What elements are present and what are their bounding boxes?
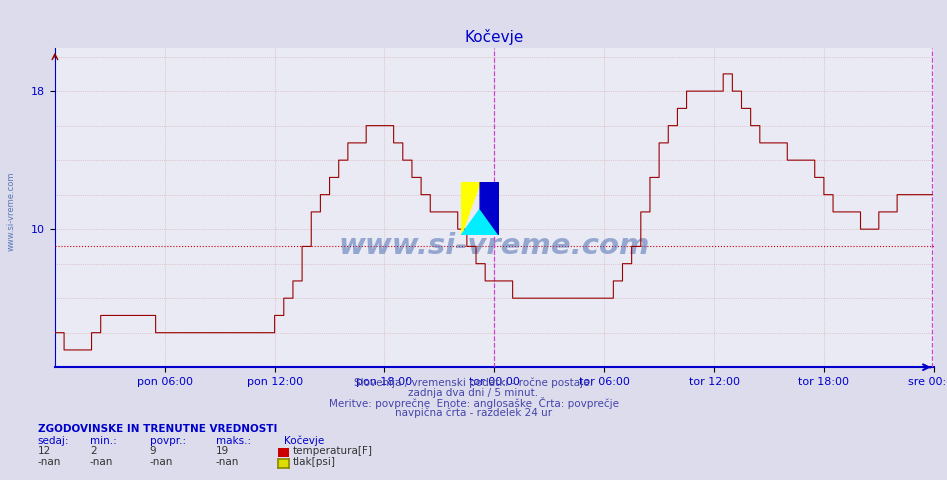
Text: navpična črta - razdelek 24 ur: navpična črta - razdelek 24 ur xyxy=(395,408,552,418)
Text: 2: 2 xyxy=(90,446,97,456)
Text: Kočevje: Kočevje xyxy=(284,435,325,445)
Text: -nan: -nan xyxy=(150,456,173,467)
Text: -nan: -nan xyxy=(90,456,114,467)
Text: 12: 12 xyxy=(38,446,51,456)
Text: min.:: min.: xyxy=(90,435,116,445)
Text: www.si-vreme.com: www.si-vreme.com xyxy=(339,232,650,260)
Text: zadnja dva dni / 5 minut.: zadnja dva dni / 5 minut. xyxy=(408,388,539,398)
Polygon shape xyxy=(461,182,480,235)
Text: 19: 19 xyxy=(216,446,229,456)
Text: 9: 9 xyxy=(150,446,156,456)
Text: maks.:: maks.: xyxy=(216,435,251,445)
Text: povpr.:: povpr.: xyxy=(150,435,186,445)
Text: temperatura[F]: temperatura[F] xyxy=(293,446,372,456)
Text: -nan: -nan xyxy=(38,456,62,467)
Text: www.si-vreme.com: www.si-vreme.com xyxy=(7,171,16,251)
Polygon shape xyxy=(461,209,499,235)
Text: Slovenija / vremenski podatki - ročne postaje.: Slovenija / vremenski podatki - ročne po… xyxy=(354,378,593,388)
Text: ZGODOVINSKE IN TRENUTNE VREDNOSTI: ZGODOVINSKE IN TRENUTNE VREDNOSTI xyxy=(38,424,277,434)
Text: -nan: -nan xyxy=(216,456,240,467)
Polygon shape xyxy=(480,182,499,235)
Title: Kočevje: Kočevje xyxy=(465,29,524,46)
Text: tlak[psi]: tlak[psi] xyxy=(293,456,335,467)
Text: sedaj:: sedaj: xyxy=(38,435,69,445)
Text: Meritve: povprečne  Enote: anglosaške  Črta: povprečje: Meritve: povprečne Enote: anglosaške Črt… xyxy=(329,396,618,408)
